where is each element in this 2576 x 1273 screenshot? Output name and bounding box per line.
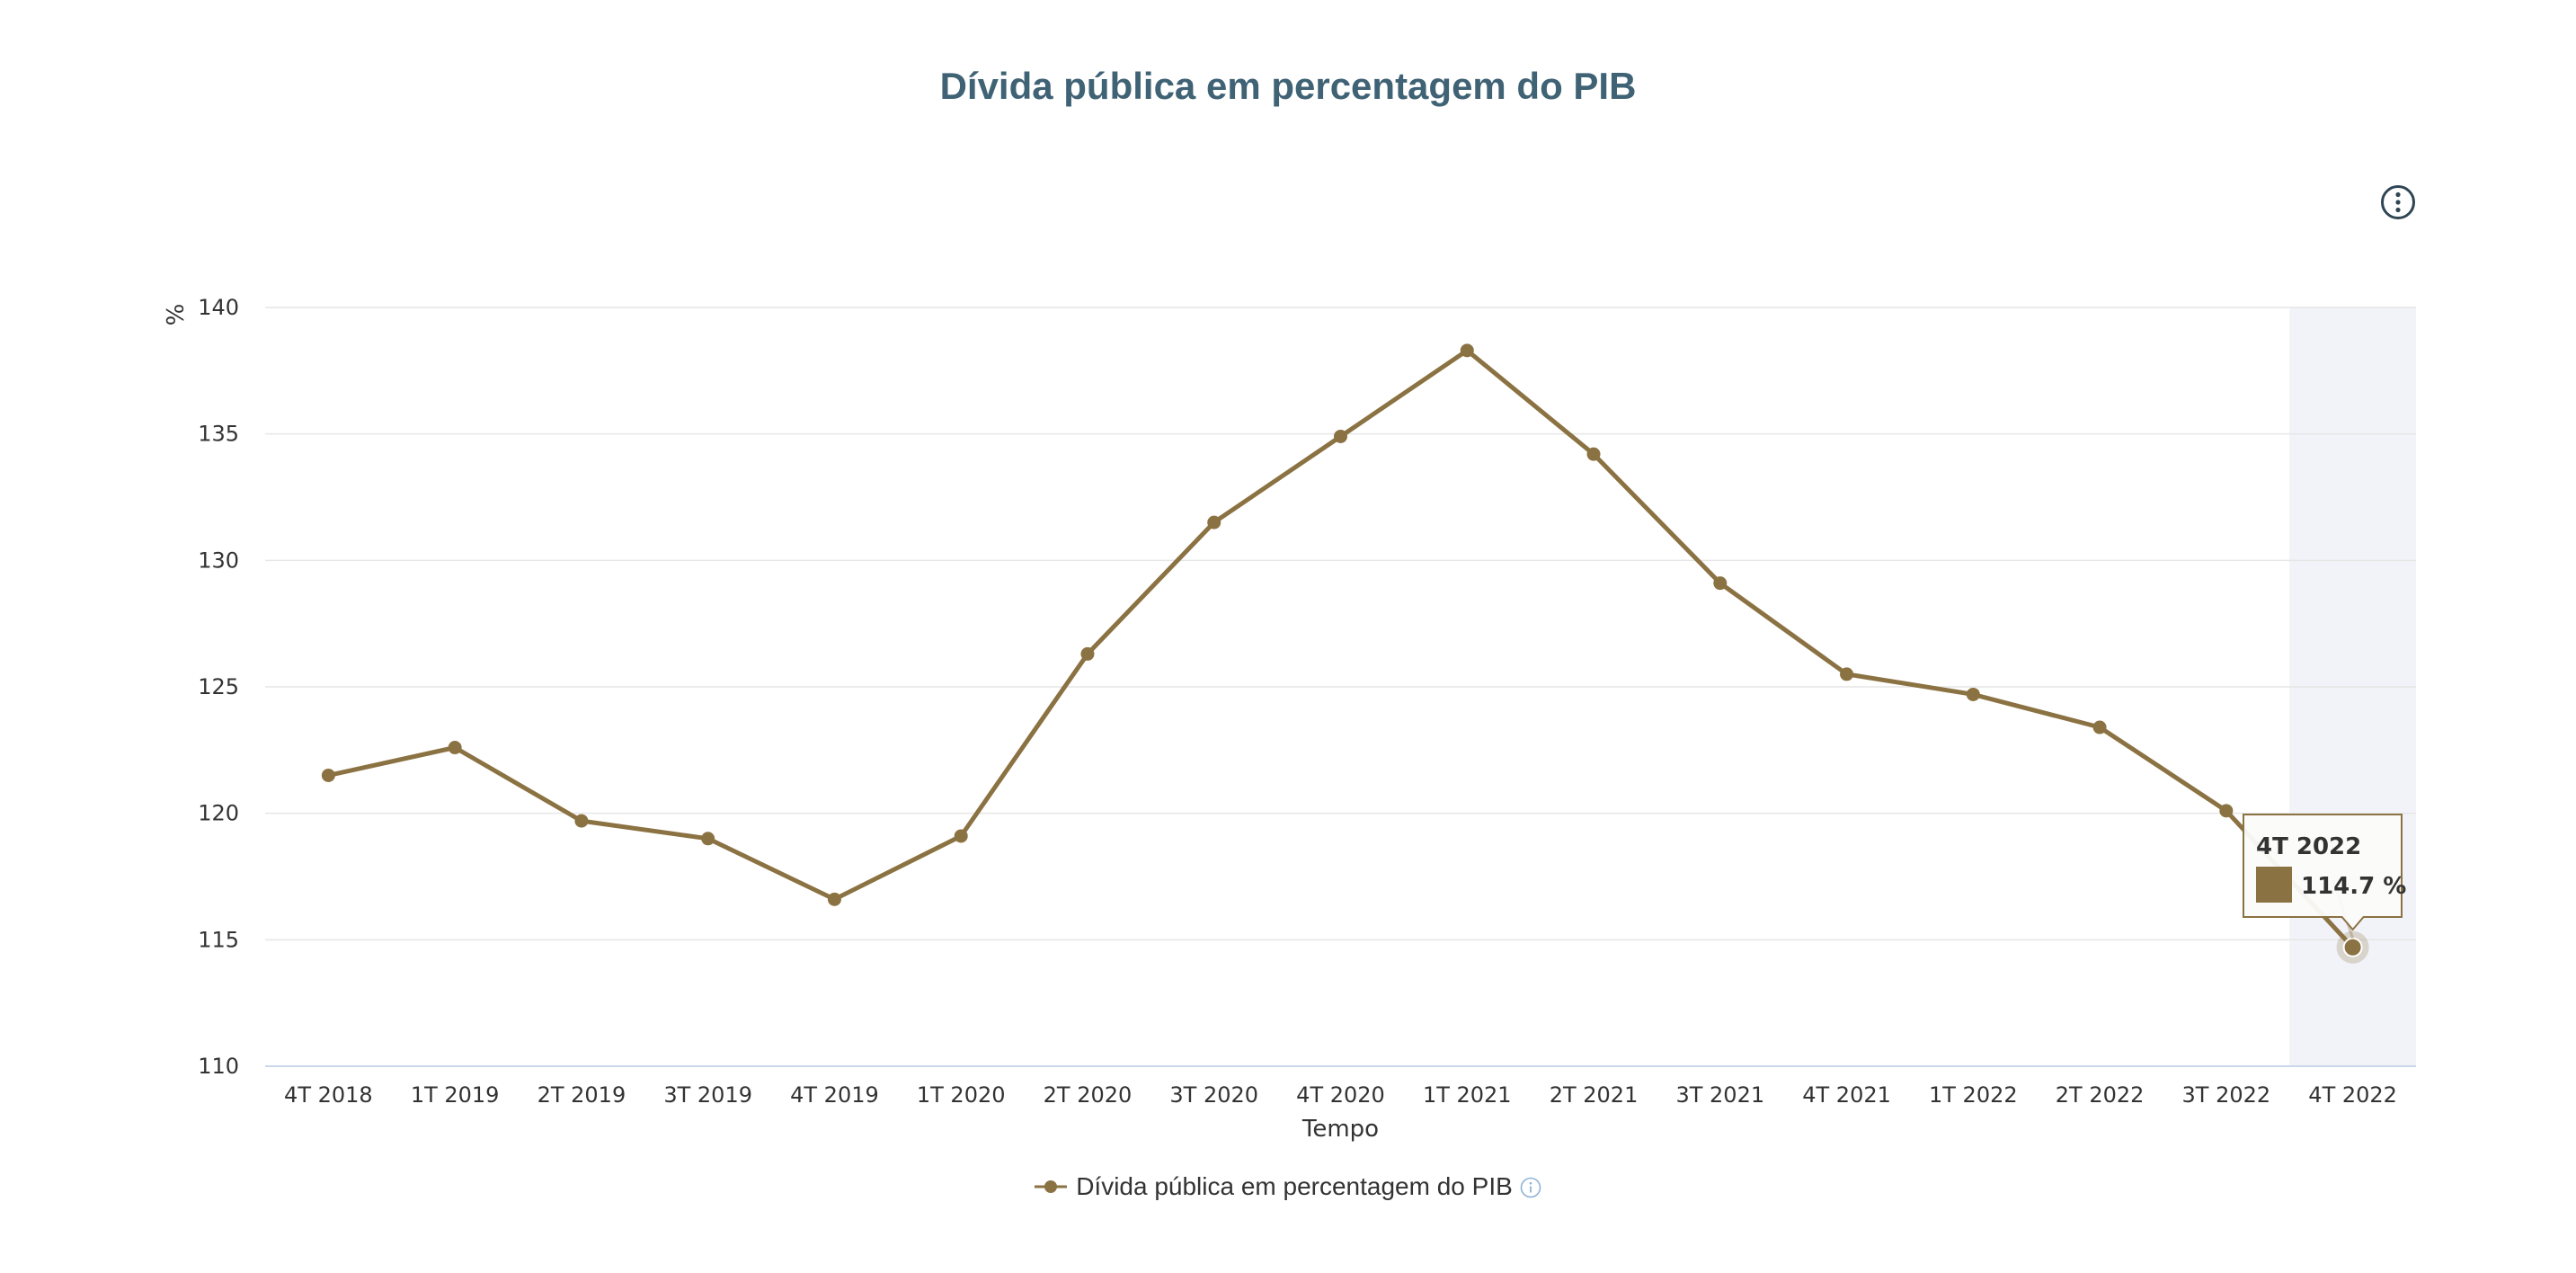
legend: Dívida pública em percentagem do PIB: [0, 1169, 2576, 1205]
data-point[interactable]: [1460, 343, 1474, 358]
x-tick-label: 4T 2018: [284, 1082, 373, 1108]
x-axis-tick-labels: 4T 2018 1T 2019 2T 2019 3T 2019 4T 2019 1T 20…: [284, 1082, 2397, 1108]
y-tick-label: 125: [198, 674, 239, 699]
x-tick-label: 2T 2020: [1044, 1082, 1133, 1108]
y-axis-tick-labels: 110 115 120 125 130 135 140: [198, 295, 239, 1079]
y-tick-label: 135: [198, 422, 239, 447]
data-point[interactable]: [1586, 447, 1601, 461]
x-tick-label: 1T 2020: [917, 1082, 1006, 1108]
x-tick-label: 3T 2021: [1675, 1082, 1764, 1108]
x-tick-label: 2T 2019: [537, 1082, 626, 1108]
y-tick-label: 110: [198, 1054, 239, 1079]
info-circle-icon[interactable]: [1520, 1176, 1541, 1198]
data-point[interactable]: [1334, 429, 1347, 443]
data-point[interactable]: [1080, 646, 1095, 661]
x-tick-label: 2T 2021: [1550, 1082, 1639, 1108]
tooltip-value: 114.7 %: [2301, 873, 2406, 900]
data-point[interactable]: [321, 768, 335, 782]
chart-title: Dívida pública em percentagem do PIB: [939, 65, 1637, 107]
y-tick-label: 130: [198, 547, 239, 573]
x-tick-label: 1T 2022: [1929, 1082, 2018, 1108]
x-tick-label: 3T 2019: [663, 1082, 752, 1108]
data-point[interactable]: [1840, 667, 1854, 681]
data-point[interactable]: [1207, 515, 1221, 530]
series-points: [321, 343, 2369, 964]
grid-lines: [265, 307, 2416, 941]
legend-label: Dívida pública em percentagem do PIB: [1076, 1172, 1513, 1200]
kebab-menu-icon: [2381, 185, 2415, 219]
y-tick-label: 140: [198, 295, 239, 320]
chart-menu-button[interactable]: [2380, 184, 2416, 220]
x-tick-label: 4T 2020: [1296, 1082, 1385, 1108]
x-tick-label: 3T 2020: [1169, 1082, 1258, 1108]
y-axis-title: %: [163, 304, 190, 326]
x-tick-label: 3T 2022: [2182, 1082, 2271, 1108]
tooltip-swatch: [2256, 867, 2292, 903]
x-tick-label: 1T 2021: [1423, 1082, 1512, 1108]
y-tick-label: 115: [198, 927, 239, 952]
x-tick-label: 1T 2019: [411, 1082, 500, 1108]
y-tick-label: 120: [198, 801, 239, 826]
x-tick-label: 2T 2022: [2056, 1082, 2145, 1108]
data-point[interactable]: [448, 741, 462, 755]
data-point[interactable]: [574, 814, 589, 828]
x-tick-label: 4T 2019: [790, 1082, 879, 1108]
data-point[interactable]: [1966, 687, 1980, 701]
x-tick-label: 4T 2022: [2308, 1082, 2397, 1108]
data-point[interactable]: [2092, 720, 2107, 734]
data-point-hovered[interactable]: [2342, 937, 2363, 957]
data-point[interactable]: [701, 832, 715, 846]
legend-item-series[interactable]: Dívida pública em percentagem do PIB: [1035, 1172, 1541, 1201]
data-point[interactable]: [2219, 804, 2234, 818]
data-point[interactable]: [1713, 576, 1728, 591]
data-point[interactable]: [954, 829, 968, 843]
data-point[interactable]: [827, 892, 841, 906]
tooltip-title: 4T 2022: [2256, 833, 2361, 860]
legend-line-marker-icon: [1035, 1180, 1068, 1193]
x-axis-title: Tempo: [1301, 1116, 1379, 1143]
tooltip: 4T 2022 114.7 %: [2243, 814, 2406, 939]
x-tick-label: 4T 2021: [1802, 1082, 1891, 1108]
